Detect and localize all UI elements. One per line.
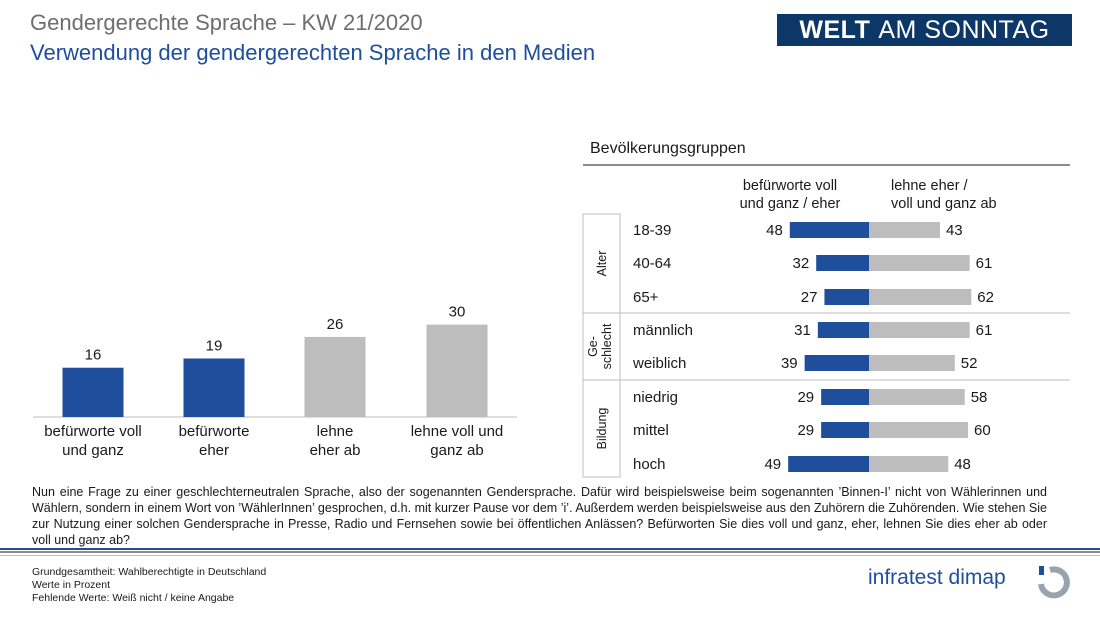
reject-bar bbox=[869, 222, 940, 238]
support-bar bbox=[804, 355, 869, 371]
reject-value-label: 43 bbox=[946, 222, 963, 239]
bar-1 bbox=[62, 367, 124, 417]
group-label-box bbox=[582, 213, 621, 478]
row-label: niedrig bbox=[633, 389, 678, 406]
support-value-label: 29 bbox=[797, 389, 814, 406]
footer-rule-thin bbox=[0, 555, 1100, 556]
reject-value-label: 61 bbox=[976, 255, 993, 272]
reject-value-label: 58 bbox=[971, 389, 988, 406]
support-bar bbox=[821, 389, 869, 405]
infratest-dimap-mark-icon bbox=[1038, 566, 1070, 599]
support-value-label: 27 bbox=[801, 289, 818, 306]
support-bar bbox=[816, 255, 869, 271]
bar-2 bbox=[183, 358, 245, 417]
category-label: befürworte voll und ganz bbox=[44, 423, 142, 459]
group-label: Bildung bbox=[595, 408, 609, 450]
row-label: 18-39 bbox=[633, 222, 671, 239]
infratest-dimap-brand: infratest dimap bbox=[868, 566, 1006, 589]
support-bar bbox=[817, 322, 869, 338]
support-value-label: 49 bbox=[764, 456, 781, 473]
row-label: männlich bbox=[633, 322, 693, 339]
reject-value-label: 52 bbox=[961, 355, 978, 372]
legend-reject: lehne eher / voll und ganz ab bbox=[891, 178, 997, 212]
bar-value-label: 19 bbox=[206, 337, 223, 354]
group-label: Alter bbox=[595, 251, 609, 277]
reject-value-label: 48 bbox=[954, 456, 971, 473]
category-label: lehne eher ab bbox=[310, 423, 361, 459]
reject-value-label: 62 bbox=[977, 289, 994, 306]
support-value-label: 39 bbox=[781, 355, 798, 372]
support-bar bbox=[789, 222, 869, 238]
category-label: lehne voll und ganz ab bbox=[411, 423, 504, 459]
reject-bar bbox=[869, 422, 968, 438]
support-bar bbox=[821, 422, 869, 438]
reject-bar bbox=[869, 289, 972, 305]
row-label: weiblich bbox=[632, 355, 686, 372]
support-value-label: 32 bbox=[793, 255, 810, 272]
groups-title: Bevölkerungsgruppen bbox=[590, 140, 746, 157]
overall-bar-chart: 16 befürworte voll und ganz 19 befürworte ehe… bbox=[33, 304, 517, 459]
question-text: Nun eine Frage zu einer geschlechterneut… bbox=[32, 485, 1047, 547]
reject-bar bbox=[869, 355, 955, 371]
support-value-label: 29 bbox=[797, 422, 814, 439]
page-title: Gendergerechte Sprache – KW 21/2020 bbox=[30, 10, 423, 35]
bar-value-label: 30 bbox=[449, 304, 466, 321]
bar-4 bbox=[426, 324, 488, 417]
row-label: 40-64 bbox=[633, 255, 671, 272]
group-label: Ge-schlecht bbox=[586, 323, 614, 369]
logo-rest-text: AM SONNTAG bbox=[878, 15, 1050, 44]
reject-bar bbox=[869, 255, 970, 271]
footnote-units: Werte in Prozent bbox=[32, 579, 111, 591]
footer-rule-blue bbox=[0, 548, 1100, 550]
category-label: befürworte eher bbox=[179, 423, 250, 459]
bar-value-label: 26 bbox=[327, 316, 344, 333]
reject-value-label: 61 bbox=[976, 322, 993, 339]
row-label: mittel bbox=[633, 422, 669, 439]
bar-value-label: 16 bbox=[85, 347, 102, 364]
support-bar bbox=[788, 456, 869, 472]
reject-bar bbox=[869, 389, 965, 405]
footnote-population: Grundgesamtheit: Wahlberechtigte in Deut… bbox=[32, 566, 267, 578]
support-value-label: 31 bbox=[794, 322, 811, 339]
welt-am-sonntag-logo: WELT AM SONNTAG bbox=[777, 14, 1072, 46]
footer-rule-gray bbox=[0, 551, 1100, 553]
bar-3 bbox=[304, 336, 366, 417]
reject-bar bbox=[869, 456, 949, 472]
footnote-missing: Fehlende Werte: Weiß nicht / keine Angab… bbox=[32, 592, 235, 604]
row-label: 65+ bbox=[633, 289, 659, 306]
legend-support: befürworte voll und ganz / eher bbox=[740, 178, 841, 212]
reject-bar bbox=[869, 322, 970, 338]
page-subtitle: Verwendung der gendergerechten Sprache i… bbox=[30, 40, 596, 65]
reject-value-label: 60 bbox=[974, 422, 991, 439]
support-value-label: 48 bbox=[766, 222, 783, 239]
row-label: hoch bbox=[633, 456, 666, 473]
population-groups-chart: Bevölkerungsgruppen befürworte voll und ga… bbox=[582, 140, 1070, 478]
logo-bold-text: WELT bbox=[799, 15, 871, 44]
support-bar bbox=[824, 289, 869, 305]
